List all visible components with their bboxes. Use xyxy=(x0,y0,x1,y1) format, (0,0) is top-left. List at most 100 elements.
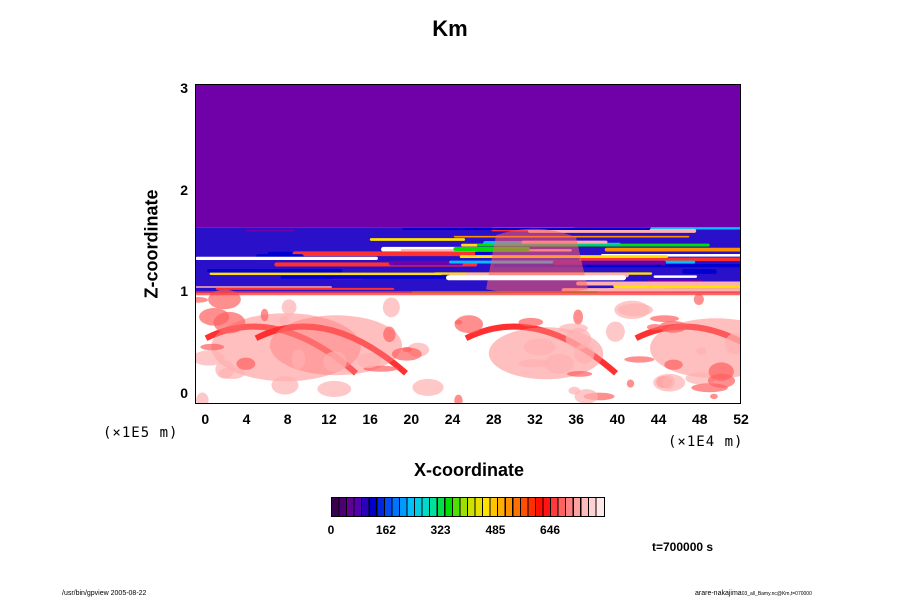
footer-right-small: 03_all_Bamy.nc@Km,t=070000 xyxy=(741,591,812,597)
time-label: t=700000 s xyxy=(652,540,714,554)
band-streak xyxy=(196,286,332,288)
band-streak xyxy=(653,275,698,278)
lower-blob xyxy=(200,343,225,351)
x-tick-label: 36 xyxy=(568,411,584,427)
colorbar-tick-label: 646 xyxy=(540,523,561,537)
lower-blob xyxy=(260,308,269,322)
x-tick-label: 0 xyxy=(201,411,210,427)
heatmap-canvas xyxy=(196,85,740,403)
lower-blob xyxy=(218,367,246,380)
lower-blob xyxy=(382,297,400,318)
x-tick-label: 40 xyxy=(609,411,626,427)
x-tick-label: 20 xyxy=(403,411,420,427)
y-tick-label: 0 xyxy=(180,384,188,401)
chart-title: Km xyxy=(432,16,468,41)
lower-blob xyxy=(271,375,299,395)
x-unit-label: (×1E4 m) xyxy=(668,434,744,450)
lower-blob xyxy=(317,380,352,398)
footer-right-main: arare-nakajima xyxy=(695,590,742,597)
x-tick-label: 48 xyxy=(691,411,708,427)
lower-blob xyxy=(566,370,593,377)
band-streak xyxy=(576,281,740,286)
lower-blob xyxy=(605,321,625,342)
lower-blob xyxy=(454,315,484,334)
band-streak xyxy=(196,256,378,261)
x-axis-label: X-coordinate xyxy=(413,460,524,480)
footer-right: arare-nakajima03_all_Bamy.nc@Km,t=070000 xyxy=(695,590,812,597)
lower-blob xyxy=(708,362,734,381)
upper-region xyxy=(196,85,740,228)
lower-blob xyxy=(573,309,583,325)
lower-blob xyxy=(565,328,592,350)
lower-blob xyxy=(574,389,599,403)
band-streak xyxy=(369,238,466,241)
lower-blob xyxy=(662,374,675,390)
plot-area xyxy=(195,84,741,404)
colorbar-tick-label: 0 xyxy=(327,523,335,537)
x-tick-label: 24 xyxy=(444,411,461,427)
lower-blob xyxy=(724,333,740,355)
band-streak xyxy=(682,269,717,274)
y-axis-label: Z-coordinate xyxy=(141,189,162,299)
lower-blob xyxy=(236,357,256,370)
x-tick-label: 32 xyxy=(527,411,543,427)
lower-blob xyxy=(518,317,544,327)
lower-blob xyxy=(281,299,297,316)
lower-blob xyxy=(659,320,688,333)
footer-left: /usr/bin/gpview 2005-08-22 xyxy=(62,590,147,597)
central-white-streak xyxy=(446,275,626,281)
lower-blob xyxy=(650,315,680,323)
x-tick-label: 8 xyxy=(283,411,292,427)
lower-blob xyxy=(710,393,718,400)
band-streak xyxy=(292,251,476,257)
layer-boundary xyxy=(196,291,740,296)
lower-blob xyxy=(646,324,663,331)
lower-blob xyxy=(356,352,381,369)
band-streak xyxy=(579,257,740,262)
lower-blob xyxy=(523,338,556,356)
colorbar-tick-label: 162 xyxy=(375,523,396,537)
x-tick-label: 28 xyxy=(485,411,502,427)
lower-blob xyxy=(291,349,306,370)
y-tick-label: 2 xyxy=(180,181,188,198)
lower-blob xyxy=(626,379,635,388)
lower-blob xyxy=(624,356,655,363)
lower-blob xyxy=(196,297,208,303)
colorbar xyxy=(331,497,605,517)
lower-blob xyxy=(544,353,574,374)
x-tick-label: 16 xyxy=(362,411,378,427)
y-tick-label: 3 xyxy=(180,80,188,97)
z-unit-label: (×1E5 m) xyxy=(103,425,179,441)
x-tick-label: 44 xyxy=(650,411,667,427)
y-tick-label: 1 xyxy=(180,283,188,300)
lower-blob xyxy=(279,315,290,326)
lower-blob xyxy=(691,383,728,393)
lower-blob xyxy=(518,359,551,368)
lower-blob xyxy=(196,350,225,366)
lower-blob xyxy=(323,351,347,373)
lower-blob xyxy=(412,378,444,396)
lower-blob xyxy=(196,392,209,403)
band-streak xyxy=(388,260,464,266)
lower-blob xyxy=(617,303,654,317)
central-plume xyxy=(486,228,588,295)
colorbar-tick-label: 323 xyxy=(430,523,451,537)
lower-blob xyxy=(693,293,704,305)
band-streak xyxy=(246,229,295,232)
lower-blob xyxy=(383,326,396,343)
lower-blob xyxy=(454,394,463,403)
band-streak xyxy=(604,247,740,252)
x-tick-label: 52 xyxy=(733,411,749,427)
x-tick-label: 12 xyxy=(321,411,337,427)
x-tick-label: 4 xyxy=(242,411,251,427)
band-streak xyxy=(280,275,478,279)
colorbar-tick-label: 485 xyxy=(485,523,506,537)
lower-blob xyxy=(199,308,230,326)
band-streak xyxy=(215,287,395,290)
lower-blob xyxy=(664,359,683,370)
band-streak xyxy=(207,268,343,273)
lower-blob xyxy=(696,347,707,355)
band-streak xyxy=(209,272,443,275)
lower-blob xyxy=(559,323,588,334)
lower-blob xyxy=(391,347,422,361)
